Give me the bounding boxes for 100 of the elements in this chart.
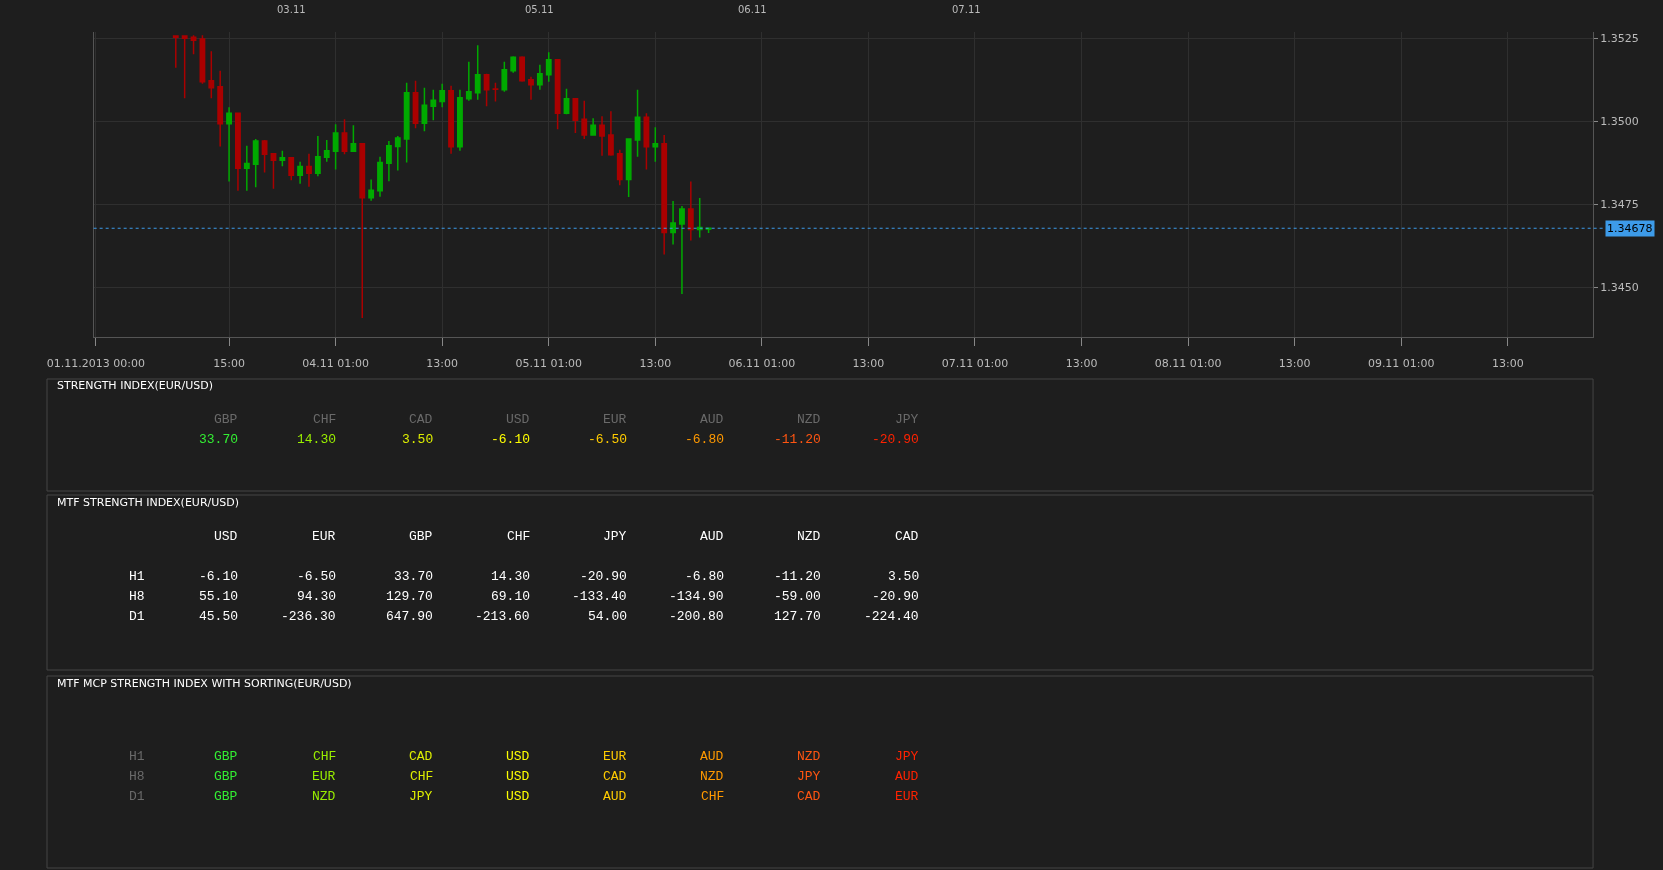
text: -134.90: [669, 589, 724, 604]
text: -6.10: [199, 569, 239, 584]
text: 3.50: [402, 432, 434, 447]
text: CAD: [409, 749, 433, 764]
category-label: CAD: [409, 412, 433, 427]
text: 69.10: [491, 589, 531, 604]
text: 45.50: [199, 609, 239, 624]
text: -200.80: [669, 609, 724, 624]
x-tick-label: 13:00: [1065, 357, 1098, 371]
text: 06.11: [738, 4, 767, 15]
text: CHF: [410, 769, 434, 784]
text: -20.90: [872, 589, 919, 604]
text: -6.50: [588, 432, 628, 447]
y-tick-label: 1.3525: [1600, 32, 1639, 46]
text: AUD: [603, 789, 627, 804]
category-label: EUR: [312, 529, 336, 544]
text: -59.00: [774, 589, 821, 604]
text: 127.70: [774, 609, 821, 624]
x-tick-label: 09.11 01:00: [1367, 357, 1435, 371]
category-label: AUD: [700, 529, 724, 544]
category-label: USD: [214, 529, 238, 544]
text: 07.11: [952, 4, 981, 15]
category-label: JPY: [895, 412, 919, 427]
text: NZD: [797, 749, 821, 764]
text: 33.70: [199, 432, 239, 447]
category-label: CHF: [313, 412, 337, 427]
text: 33.70: [394, 569, 434, 584]
x-tick-label: 06.11 01:00: [728, 357, 796, 371]
text: 05.11: [525, 4, 554, 15]
text: 129.70: [386, 589, 433, 604]
text: 54.00: [588, 609, 628, 624]
category-label: AUD: [700, 412, 724, 427]
x-tick-label: 15:00: [213, 357, 245, 371]
category-label: CHF: [507, 529, 531, 544]
text: 03.11: [277, 4, 306, 15]
x-tick-label: 08.11 01:00: [1154, 357, 1222, 371]
text: CHF: [701, 789, 725, 804]
text: -6.80: [685, 432, 725, 447]
text: GBP: [214, 789, 238, 804]
x-tick-label: 13:00: [1491, 357, 1524, 371]
x-tick-label: 05.11 01:00: [515, 357, 583, 371]
category-label: H8: [129, 769, 145, 784]
x-tick-label: 04.11 01:00: [302, 357, 369, 371]
text: CAD: [797, 789, 821, 804]
y-tick-label: 1.3500: [1600, 115, 1639, 129]
text: EUR: [603, 749, 627, 764]
text: -133.40: [572, 589, 627, 604]
text: 647.90: [386, 609, 433, 624]
text: MTF MCP STRENGTH INDEX WITH SORTING(EUR/USD): [57, 677, 352, 690]
category-label: D1: [129, 789, 145, 804]
x-tick-label: 07.11 01:00: [941, 357, 1009, 371]
category-label: H1: [129, 569, 145, 584]
category-label: H1: [129, 749, 145, 764]
text: -6.50: [297, 569, 337, 584]
x-tick-label: 01.11.2013 00:00: [46, 357, 145, 371]
text: 14.30: [491, 569, 531, 584]
y-tick-label: 1.3450: [1600, 281, 1639, 295]
x-tick-label: 13:00: [1278, 357, 1311, 371]
text: 55.10: [199, 589, 239, 604]
y-tick-label: 1.3475: [1600, 198, 1639, 212]
text: -224.40: [864, 609, 919, 624]
category-label: GBP: [409, 529, 433, 544]
ref-line-label: 1.34678: [1607, 222, 1653, 235]
category-label: H8: [129, 589, 145, 604]
text: CAD: [603, 769, 627, 784]
text: USD: [506, 769, 530, 784]
text: JPY: [409, 789, 433, 804]
category-label: EUR: [603, 412, 627, 427]
text: -20.90: [580, 569, 627, 584]
text: JPY: [797, 769, 821, 784]
text: NZD: [700, 769, 724, 784]
text: USD: [506, 789, 530, 804]
text: 14.30: [297, 432, 337, 447]
text: 94.30: [297, 589, 337, 604]
text: -236.30: [281, 609, 336, 624]
text: USD: [506, 749, 530, 764]
text: 3.50: [888, 569, 920, 584]
text: -11.20: [774, 569, 821, 584]
x-tick-label: 13:00: [639, 357, 672, 371]
text: JPY: [895, 749, 919, 764]
category-label: GBP: [214, 412, 238, 427]
category-label: USD: [506, 412, 530, 427]
category-label: JPY: [603, 529, 627, 544]
text: CHF: [313, 749, 337, 764]
x-tick-label: 13:00: [852, 357, 885, 371]
category-label: NZD: [797, 412, 821, 427]
text: -20.90: [872, 432, 919, 447]
x-tick-label: 13:00: [426, 357, 459, 371]
text: AUD: [700, 749, 724, 764]
text: GBP: [214, 749, 238, 764]
text: NZD: [312, 789, 336, 804]
text: GBP: [214, 769, 238, 784]
text: AUD: [895, 769, 919, 784]
text: STRENGTH INDEX(EUR/USD): [57, 379, 214, 392]
text: -6.80: [685, 569, 725, 584]
text: EUR: [312, 769, 336, 784]
text: -11.20: [774, 432, 821, 447]
text: MTF STRENGTH INDEX(EUR/USD): [57, 496, 240, 509]
text: -6.10: [491, 432, 531, 447]
category-label: CAD: [895, 529, 919, 544]
